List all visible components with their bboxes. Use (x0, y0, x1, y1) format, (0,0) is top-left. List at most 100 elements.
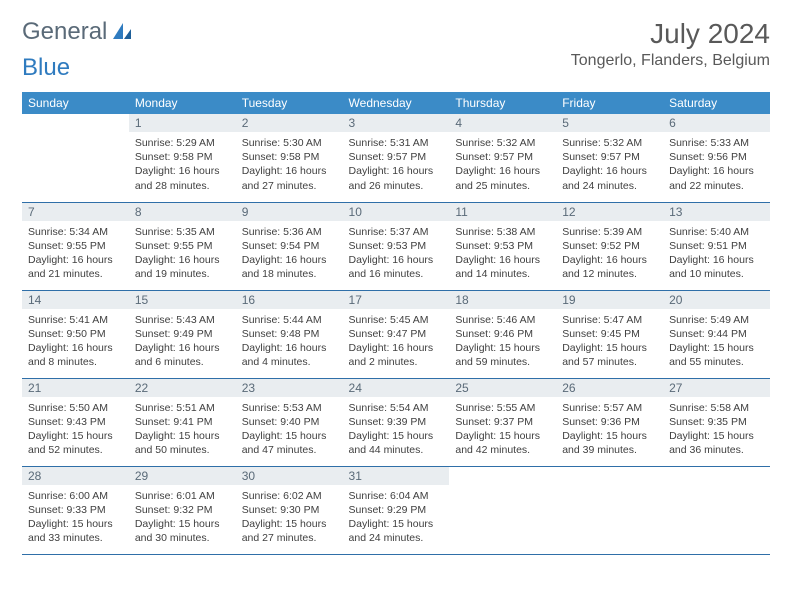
daylight-text-2: and 30 minutes. (135, 531, 230, 545)
sunset-text: Sunset: 9:32 PM (135, 503, 230, 517)
day-details: Sunrise: 5:32 AMSunset: 9:57 PMDaylight:… (556, 133, 663, 199)
daylight-text: Daylight: 16 hours (455, 253, 550, 267)
calendar-cell: 15Sunrise: 5:43 AMSunset: 9:49 PMDayligh… (129, 290, 236, 378)
calendar-week-row: 14Sunrise: 5:41 AMSunset: 9:50 PMDayligh… (22, 290, 770, 378)
daylight-text-2: and 44 minutes. (349, 443, 444, 457)
day-details: Sunrise: 5:38 AMSunset: 9:53 PMDaylight:… (449, 222, 556, 288)
day-number: 18 (449, 291, 556, 310)
daylight-text-2: and 33 minutes. (28, 531, 123, 545)
sunset-text: Sunset: 9:49 PM (135, 327, 230, 341)
sunset-text: Sunset: 9:36 PM (562, 415, 657, 429)
sunrise-text: Sunrise: 5:58 AM (669, 401, 764, 415)
sunrise-text: Sunrise: 5:34 AM (28, 225, 123, 239)
daylight-text-2: and 24 minutes. (349, 531, 444, 545)
day-number: 15 (129, 291, 236, 310)
sunrise-text: Sunrise: 5:47 AM (562, 313, 657, 327)
sunset-text: Sunset: 9:45 PM (562, 327, 657, 341)
daylight-text-2: and 18 minutes. (242, 267, 337, 281)
day-number: 14 (22, 291, 129, 310)
sunset-text: Sunset: 9:40 PM (242, 415, 337, 429)
daylight-text: Daylight: 16 hours (669, 253, 764, 267)
sunset-text: Sunset: 9:56 PM (669, 150, 764, 164)
day-details: Sunrise: 5:49 AMSunset: 9:44 PMDaylight:… (663, 310, 770, 376)
daylight-text-2: and 16 minutes. (349, 267, 444, 281)
calendar-body: 1Sunrise: 5:29 AMSunset: 9:58 PMDaylight… (22, 114, 770, 554)
daylight-text: Daylight: 16 hours (135, 164, 230, 178)
day-number: 3 (343, 114, 450, 133)
calendar-cell: 14Sunrise: 5:41 AMSunset: 9:50 PMDayligh… (22, 290, 129, 378)
day-number: 21 (22, 379, 129, 398)
sunset-text: Sunset: 9:54 PM (242, 239, 337, 253)
calendar-cell (556, 466, 663, 554)
day-details: Sunrise: 5:36 AMSunset: 9:54 PMDaylight:… (236, 222, 343, 288)
sunset-text: Sunset: 9:46 PM (455, 327, 550, 341)
day-details: Sunrise: 5:32 AMSunset: 9:57 PMDaylight:… (449, 133, 556, 199)
sunrise-text: Sunrise: 5:32 AM (562, 136, 657, 150)
day-number: 12 (556, 203, 663, 222)
brand-word1: General (22, 18, 107, 46)
day-number: 24 (343, 379, 450, 398)
day-details: Sunrise: 5:29 AMSunset: 9:58 PMDaylight:… (129, 133, 236, 199)
day-details: Sunrise: 5:44 AMSunset: 9:48 PMDaylight:… (236, 310, 343, 376)
day-details: Sunrise: 5:31 AMSunset: 9:57 PMDaylight:… (343, 133, 450, 199)
sunset-text: Sunset: 9:43 PM (28, 415, 123, 429)
sunset-text: Sunset: 9:44 PM (669, 327, 764, 341)
daylight-text-2: and 4 minutes. (242, 355, 337, 369)
sunrise-text: Sunrise: 5:46 AM (455, 313, 550, 327)
day-details: Sunrise: 5:53 AMSunset: 9:40 PMDaylight:… (236, 398, 343, 464)
day-number: 11 (449, 203, 556, 222)
sunset-text: Sunset: 9:41 PM (135, 415, 230, 429)
sunset-text: Sunset: 9:51 PM (669, 239, 764, 253)
daylight-text-2: and 25 minutes. (455, 179, 550, 193)
calendar-week-row: 1Sunrise: 5:29 AMSunset: 9:58 PMDaylight… (22, 114, 770, 202)
daylight-text-2: and 52 minutes. (28, 443, 123, 457)
sunrise-text: Sunrise: 6:02 AM (242, 489, 337, 503)
sunset-text: Sunset: 9:57 PM (455, 150, 550, 164)
daylight-text: Daylight: 15 hours (562, 429, 657, 443)
daylight-text-2: and 57 minutes. (562, 355, 657, 369)
calendar-cell: 12Sunrise: 5:39 AMSunset: 9:52 PMDayligh… (556, 202, 663, 290)
calendar-cell: 11Sunrise: 5:38 AMSunset: 9:53 PMDayligh… (449, 202, 556, 290)
day-of-week-row: Sunday Monday Tuesday Wednesday Thursday… (22, 92, 770, 114)
sunrise-text: Sunrise: 5:49 AM (669, 313, 764, 327)
day-number: 19 (556, 291, 663, 310)
daylight-text: Daylight: 16 hours (349, 253, 444, 267)
day-details: Sunrise: 5:55 AMSunset: 9:37 PMDaylight:… (449, 398, 556, 464)
daylight-text: Daylight: 16 hours (669, 164, 764, 178)
day-number: 31 (343, 467, 450, 486)
sunset-text: Sunset: 9:58 PM (242, 150, 337, 164)
day-number: 2 (236, 114, 343, 133)
day-details: Sunrise: 5:30 AMSunset: 9:58 PMDaylight:… (236, 133, 343, 199)
day-details: Sunrise: 5:58 AMSunset: 9:35 PMDaylight:… (663, 398, 770, 464)
daylight-text-2: and 6 minutes. (135, 355, 230, 369)
day-details: Sunrise: 6:04 AMSunset: 9:29 PMDaylight:… (343, 486, 450, 552)
sunrise-text: Sunrise: 5:51 AM (135, 401, 230, 415)
calendar-cell: 31Sunrise: 6:04 AMSunset: 9:29 PMDayligh… (343, 466, 450, 554)
sunrise-text: Sunrise: 5:31 AM (349, 136, 444, 150)
calendar-cell: 30Sunrise: 6:02 AMSunset: 9:30 PMDayligh… (236, 466, 343, 554)
calendar-cell: 19Sunrise: 5:47 AMSunset: 9:45 PMDayligh… (556, 290, 663, 378)
day-number: 7 (22, 203, 129, 222)
sunrise-text: Sunrise: 5:50 AM (28, 401, 123, 415)
calendar-cell: 8Sunrise: 5:35 AMSunset: 9:55 PMDaylight… (129, 202, 236, 290)
sunrise-text: Sunrise: 5:29 AM (135, 136, 230, 150)
daylight-text-2: and 19 minutes. (135, 267, 230, 281)
month-title: July 2024 (571, 18, 770, 50)
dow-sunday: Sunday (22, 92, 129, 114)
day-details: Sunrise: 6:00 AMSunset: 9:33 PMDaylight:… (22, 486, 129, 552)
dow-saturday: Saturday (663, 92, 770, 114)
calendar-cell: 24Sunrise: 5:54 AMSunset: 9:39 PMDayligh… (343, 378, 450, 466)
day-details: Sunrise: 5:50 AMSunset: 9:43 PMDaylight:… (22, 398, 129, 464)
day-details: Sunrise: 5:54 AMSunset: 9:39 PMDaylight:… (343, 398, 450, 464)
sunset-text: Sunset: 9:55 PM (28, 239, 123, 253)
daylight-text-2: and 12 minutes. (562, 267, 657, 281)
dow-friday: Friday (556, 92, 663, 114)
daylight-text-2: and 8 minutes. (28, 355, 123, 369)
day-number: 20 (663, 291, 770, 310)
brand-word2: Blue (22, 54, 70, 82)
daylight-text: Daylight: 15 hours (455, 341, 550, 355)
daylight-text-2: and 39 minutes. (562, 443, 657, 457)
day-number: 29 (129, 467, 236, 486)
daylight-text: Daylight: 16 hours (562, 253, 657, 267)
day-number: 6 (663, 114, 770, 133)
